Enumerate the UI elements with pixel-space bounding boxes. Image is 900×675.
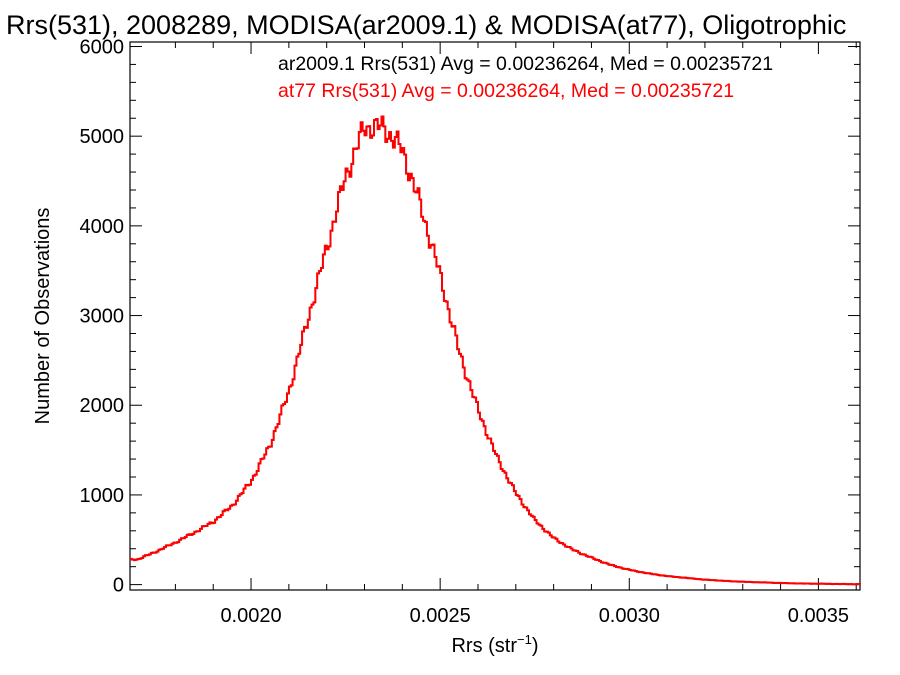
x-axis-label: Rrs (str−1) [451,632,538,657]
y-axis-ticks: 0 1000 2000 3000 4000 5000 6000 [80,36,860,597]
y-tick-label: 1000 [80,485,125,507]
x-axis-label-superscript: −1 [517,632,532,647]
series-line-ar2009.1 [130,115,861,586]
y-tick-label: 3000 [80,306,125,328]
y-tick-label: 4000 [80,216,125,238]
series-group [130,115,861,586]
legend-entry-ar2009: ar2009.1 Rrs(531) Avg = 0.00236264, Med … [278,53,773,75]
chart-title: Rrs(531), 2008289, MODISA(ar2009.1) & MO… [6,10,846,40]
x-axis-ticks: 0.0020 0.0025 0.0030 0.0035 [174,42,857,627]
x-tick-label: 0.0020 [220,605,281,627]
y-tick-label: 0 [113,575,124,597]
x-axis-label-base: Rrs (str [451,635,517,657]
x-tick-label: 0.0035 [788,605,849,627]
y-axis-label: Number of Observations [32,208,54,425]
x-axis-label-close: ) [532,635,539,657]
y-tick-label: 6000 [80,36,125,58]
plot-frame [129,41,861,591]
y-tick-label: 5000 [80,126,125,148]
x-tick-label: 0.0030 [599,605,660,627]
y-tick-label: 2000 [80,395,125,417]
x-tick-label: 0.0025 [410,605,471,627]
series-line-at77 [130,115,861,586]
legend-entry-at77: at77 Rrs(531) Avg = 0.00236264, Med = 0.… [278,80,734,102]
